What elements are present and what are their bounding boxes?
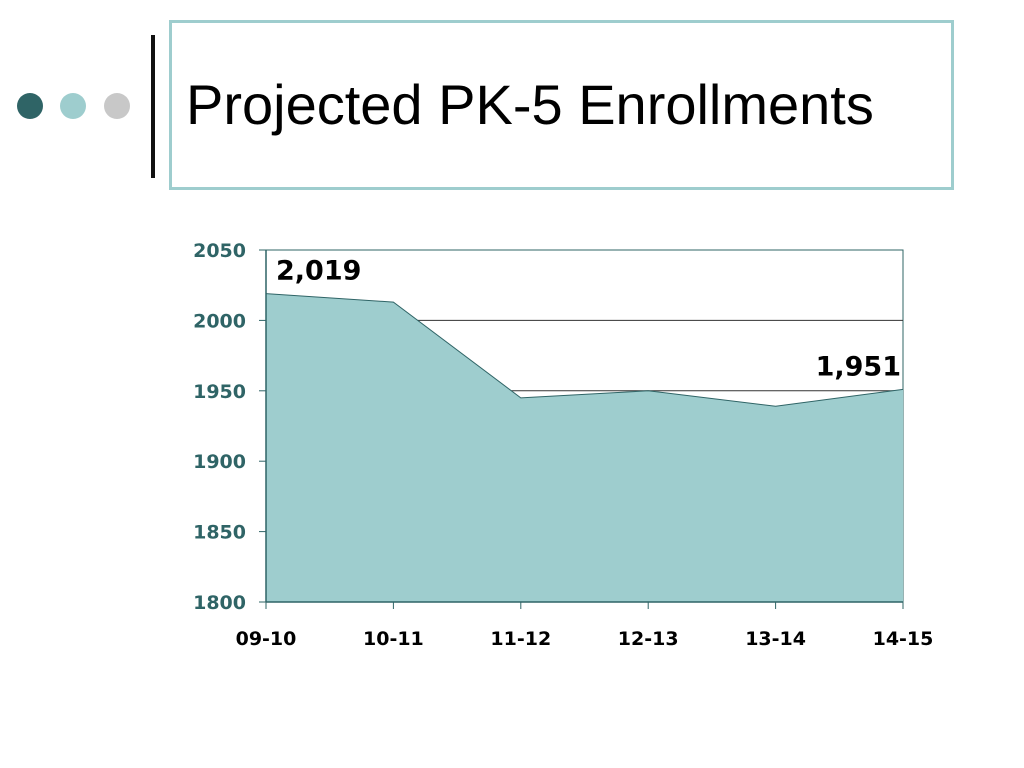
title-box: Projected PK-5 Enrollments [169, 20, 954, 190]
x-tick-label: 11-12 [490, 628, 551, 650]
title-divider [151, 35, 155, 178]
x-tick-label: 13-14 [745, 628, 806, 650]
area-outline [265, 293, 904, 407]
x-tick-label: 09-10 [236, 628, 297, 650]
y-tick-label: 2050 [193, 240, 246, 262]
x-tick-label: 12-13 [618, 628, 679, 650]
y-tick-label: 1850 [193, 522, 246, 544]
data-label: 1,951 [816, 351, 901, 382]
area-series [266, 293, 903, 602]
x-tick-label: 14-15 [873, 628, 934, 650]
x-tick-label: 10-11 [363, 628, 424, 650]
y-tick-label: 1900 [193, 451, 246, 473]
data-label: 2,019 [276, 256, 361, 287]
decorative-dot-dark [17, 93, 43, 119]
y-tick-label: 1800 [193, 592, 246, 614]
decorative-dot-gray [104, 93, 130, 119]
decorative-dot-light [60, 93, 86, 119]
page-title: Projected PK-5 Enrollments [186, 73, 874, 136]
y-tick-label: 2000 [193, 310, 246, 332]
y-tick-label: 1950 [193, 381, 246, 403]
